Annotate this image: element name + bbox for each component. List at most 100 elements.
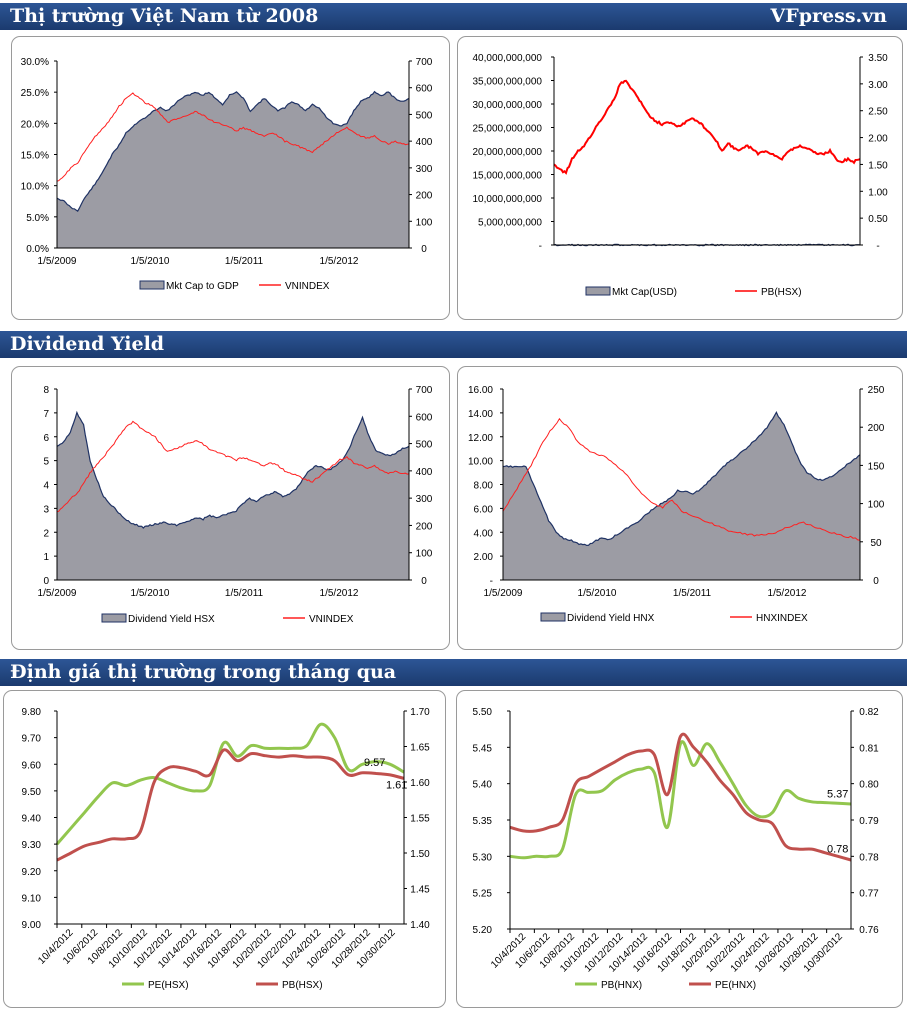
- x-tick-label: 1/5/2012: [768, 588, 807, 599]
- legend-label-0: Mkt Cap(USD): [612, 287, 677, 298]
- data-label-0: 5.37: [827, 789, 848, 801]
- y-right-tick-label: 700: [416, 385, 433, 396]
- x-tick-label: 1/5/2010: [131, 256, 170, 267]
- y-right-tick-label: 1.70: [410, 707, 430, 718]
- y-left-tick-label: 20,000,000,000: [472, 147, 542, 158]
- y-right-tick-label: 1.65: [410, 743, 430, 754]
- series-area-edge-0: [56, 90, 410, 212]
- legend-swatch-0: [585, 286, 611, 296]
- series-line-1: [509, 732, 852, 862]
- legend-label-0: Dividend Yield HNX: [567, 613, 655, 624]
- y-left-tick-label: 2.00: [474, 552, 494, 563]
- y-left-tick-label: 5.0%: [26, 213, 49, 224]
- y-left-tick-label: 0: [43, 576, 49, 587]
- y-left-tick-label: 35,000,000,000: [472, 77, 542, 88]
- chart-panel-dividend-hsx: 0 1 2 3 4 5 6 7 8 0 100 200 300 400 500 600 700 1/5/2009 1…: [11, 366, 450, 650]
- x-tick-label: 1/5/2011: [225, 256, 264, 267]
- y-left-tick-label: 25.0%: [21, 88, 49, 99]
- brand-logo-text: VFpress.vn: [770, 5, 887, 27]
- series-area-0: [57, 412, 409, 580]
- chart-panel-valuation-hsx: 9.57 1.61 9.00 9.10 9.20 9.30 9.40 9.50 9.60 9.70…: [3, 690, 446, 1008]
- y-right-tick-label: 400: [416, 467, 433, 478]
- y-left-tick-label: 4.00: [474, 528, 494, 539]
- y-right-tick-label: 3.00: [868, 80, 888, 91]
- y-right-tick-label: 50: [870, 538, 882, 549]
- y-right-tick-label: 0: [873, 576, 879, 587]
- y-right-tick-label: 1.40: [410, 920, 430, 931]
- section-banner-valuation: Định giá thị trường trong tháng qua: [0, 659, 907, 686]
- series-line-1: [56, 92, 410, 182]
- y-left-tick-label: 8: [43, 385, 49, 396]
- legend-label-1: VNINDEX: [309, 614, 354, 625]
- y-left-tick-label: 10.00: [468, 457, 493, 468]
- y-right-tick-label: 1.50: [868, 160, 888, 171]
- chart-valuation-hnx: 5.37 0.78 5.20 5.25 5.30 5.35 5.40 5.45 5.50 0.76…: [473, 707, 880, 991]
- legend-label-1: PE(HNX): [715, 980, 756, 991]
- chart-dividend-hnx: - 2.00 4.00 6.00 8.00 10.00 12.00 14.00 16.00 0 50…: [468, 385, 885, 624]
- section-title-valuation: Định giá thị trường trong tháng qua: [10, 661, 397, 683]
- y-right-tick-label: 400: [416, 137, 433, 148]
- y-left-tick-label: 5.20: [473, 925, 493, 936]
- y-right-tick-label: 0.81: [859, 743, 879, 754]
- y-left-tick-label: 2: [43, 528, 49, 539]
- y-left-tick-label: 30,000,000,000: [472, 100, 542, 111]
- data-label-1: 0.78: [827, 843, 848, 855]
- y-left-tick-label: 14.00: [468, 409, 493, 420]
- y-left-tick-label: 9.10: [22, 893, 42, 904]
- series-line-0: [509, 740, 852, 860]
- y-left-tick-label: 9.00: [22, 920, 42, 931]
- legend-swatch-0: [101, 613, 127, 623]
- y-right-tick-label: 200: [416, 191, 433, 202]
- chart-mktcap-usd: - 5,000,000,000 10,000,000,000 15,000,000,0…: [472, 53, 888, 298]
- y-left-tick-label: 3: [43, 504, 49, 515]
- series-area-0: [57, 91, 409, 248]
- section-banner-market: Thị trường Việt Nam từ 2008 VFpress.vn: [0, 3, 907, 30]
- y-right-tick-label: 3.50: [868, 53, 888, 64]
- legend-swatch-0: [540, 612, 566, 622]
- x-tick-label: 1/5/2009: [484, 588, 523, 599]
- y-left-tick-label: 9.20: [22, 867, 42, 878]
- chart-panel-mktcap-gdp: 0.0% 5.0% 10.0% 15.0% 20.0% 25.0% 30.0% 0 100 200…: [11, 36, 450, 320]
- y-right-tick-label: 600: [416, 84, 433, 95]
- legend-label-0: Mkt Cap to GDP: [166, 281, 239, 292]
- y-right-tick-label: 0.77: [859, 889, 879, 900]
- y-left-tick-label: 9.80: [22, 707, 42, 718]
- y-right-tick-label: 1.45: [410, 885, 430, 896]
- y-right-tick-label: 2.50: [868, 107, 888, 118]
- series-line-1: [56, 748, 405, 862]
- y-left-tick-label: 7: [43, 409, 49, 420]
- y-right-tick-label: -: [876, 241, 879, 252]
- y-left-tick-label: 5.45: [473, 743, 493, 754]
- series-area-edge-0: [502, 410, 861, 547]
- y-left-tick-label: 10,000,000,000: [472, 194, 542, 205]
- y-left-tick-label: 10.0%: [21, 182, 49, 193]
- legend-label-0: Dividend Yield HSX: [128, 614, 215, 625]
- y-left-tick-label: 5.25: [473, 889, 493, 900]
- y-left-tick-label: 25,000,000,000: [472, 124, 542, 135]
- legend-swatch-0: [139, 280, 165, 290]
- y-right-tick-label: 500: [416, 110, 433, 121]
- chart-panel-valuation-hnx: 5.37 0.78 5.20 5.25 5.30 5.35 5.40 5.45 5.50 0.76…: [456, 690, 903, 1008]
- chart-mktcap-gdp: 0.0% 5.0% 10.0% 15.0% 20.0% 25.0% 30.0% 0 100 200…: [21, 57, 433, 292]
- y-right-tick-label: 0.78: [859, 852, 879, 863]
- y-right-tick-label: 0: [421, 244, 427, 255]
- x-tick-label: 1/5/2012: [320, 588, 359, 599]
- chart-panel-dividend-hnx: - 2.00 4.00 6.00 8.00 10.00 12.00 14.00 16.00 0 50…: [457, 366, 903, 650]
- y-right-tick-label: 300: [416, 164, 433, 175]
- y-left-tick-label: 20.0%: [21, 119, 49, 130]
- series-line-1: [56, 420, 410, 513]
- y-right-tick-label: 0.50: [868, 214, 888, 225]
- chart-panel-mktcap-usd: - 5,000,000,000 10,000,000,000 15,000,000,0…: [457, 36, 903, 320]
- y-right-tick-label: 500: [416, 440, 433, 451]
- section-title-market: Thị trường Việt Nam từ 2008: [10, 5, 319, 27]
- legend-label-1: PB(HSX): [761, 287, 802, 298]
- x-tick-label: 1/5/2009: [38, 588, 77, 599]
- x-tick-label: 1/5/2010: [578, 588, 617, 599]
- data-label-1: 1.61: [386, 779, 407, 791]
- y-left-tick-label: 5: [43, 457, 49, 468]
- section-title-dividend: Dividend Yield: [10, 333, 165, 355]
- chart-valuation-hsx: 9.571.61 9.00 9.10 9.20 9.30 9.40 9.50 9.60 9.70…: [22, 707, 431, 991]
- x-tick-label: 1/5/2009: [38, 256, 77, 267]
- section-banner-dividend: Dividend Yield: [0, 331, 907, 358]
- y-right-tick-label: 0.76: [859, 925, 879, 936]
